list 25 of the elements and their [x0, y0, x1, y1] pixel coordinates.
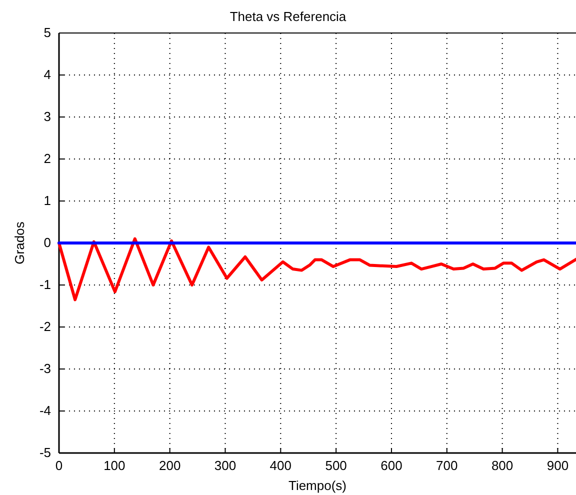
y-axis-title: Grados	[12, 221, 27, 264]
y-tick-label: -3	[39, 361, 51, 376]
y-tick-label: 3	[44, 109, 51, 124]
x-tick-label: 700	[436, 458, 458, 474]
x-tick-label: 400	[270, 458, 292, 474]
y-tick-label: -2	[39, 319, 51, 334]
y-tick-label: 5	[44, 25, 51, 40]
y-tick-label: 0	[44, 235, 51, 250]
y-tick-label: -1	[39, 277, 51, 292]
x-tick-label: 900	[546, 458, 569, 474]
line-series	[58, 237, 576, 302]
x-tick-label: 600	[380, 458, 402, 474]
x-tick-label: 500	[325, 458, 347, 474]
y-tick-label: -4	[39, 403, 51, 418]
x-tick-label: 300	[214, 458, 236, 474]
y-tick-label: 4	[44, 67, 51, 82]
x-tick-label: 100	[104, 458, 126, 474]
y-tick-label: 1	[44, 193, 51, 208]
x-tick-label: 800	[491, 458, 514, 474]
x-tick-label: 0	[55, 458, 63, 474]
y-tick-label: -5	[39, 445, 51, 460]
y-tick-label: 2	[44, 151, 51, 166]
chart-title: Theta vs Referencia	[230, 9, 347, 24]
x-axis-title: Tiempo(s)	[288, 478, 347, 493]
x-tick-label: 200	[158, 458, 181, 474]
